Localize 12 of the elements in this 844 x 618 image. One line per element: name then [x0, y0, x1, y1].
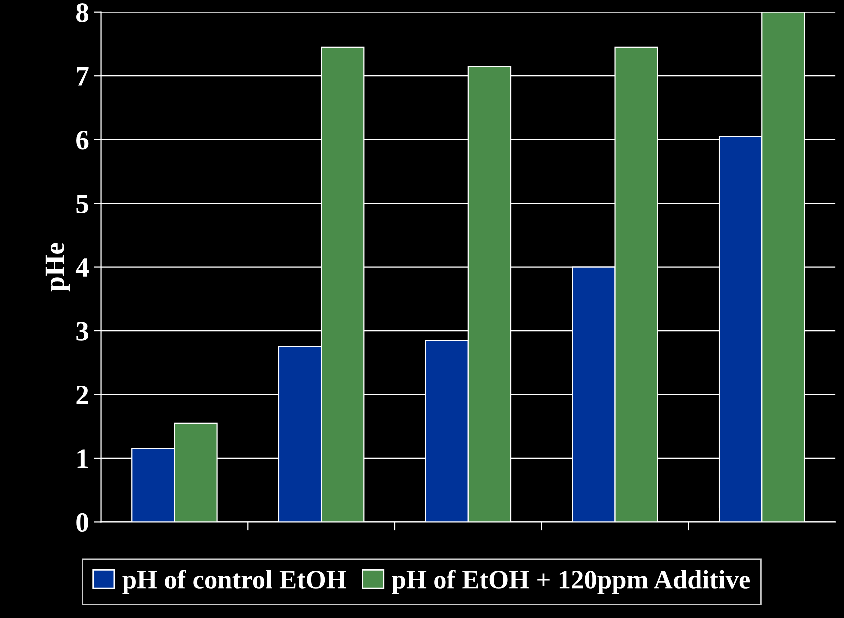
y-tick-label: 0 — [76, 513, 88, 532]
y-tick-label: 8 — [76, 4, 89, 22]
y-tick-label: 2 — [76, 386, 88, 404]
y-tick-label: 6 — [76, 131, 89, 150]
legend-label: pH of control EtOH — [122, 570, 346, 594]
y-axis-title: pHe — [46, 243, 70, 292]
y-tick-label: 1 — [78, 450, 88, 468]
legend-label: pH of EtOH + 120ppm Additive — [392, 570, 750, 594]
y-tick-label: 7 — [77, 68, 89, 86]
y-tick-label: 3 — [76, 322, 89, 341]
y-tick-label: 4 — [76, 258, 89, 277]
y-tick-label: 5 — [76, 195, 88, 214]
